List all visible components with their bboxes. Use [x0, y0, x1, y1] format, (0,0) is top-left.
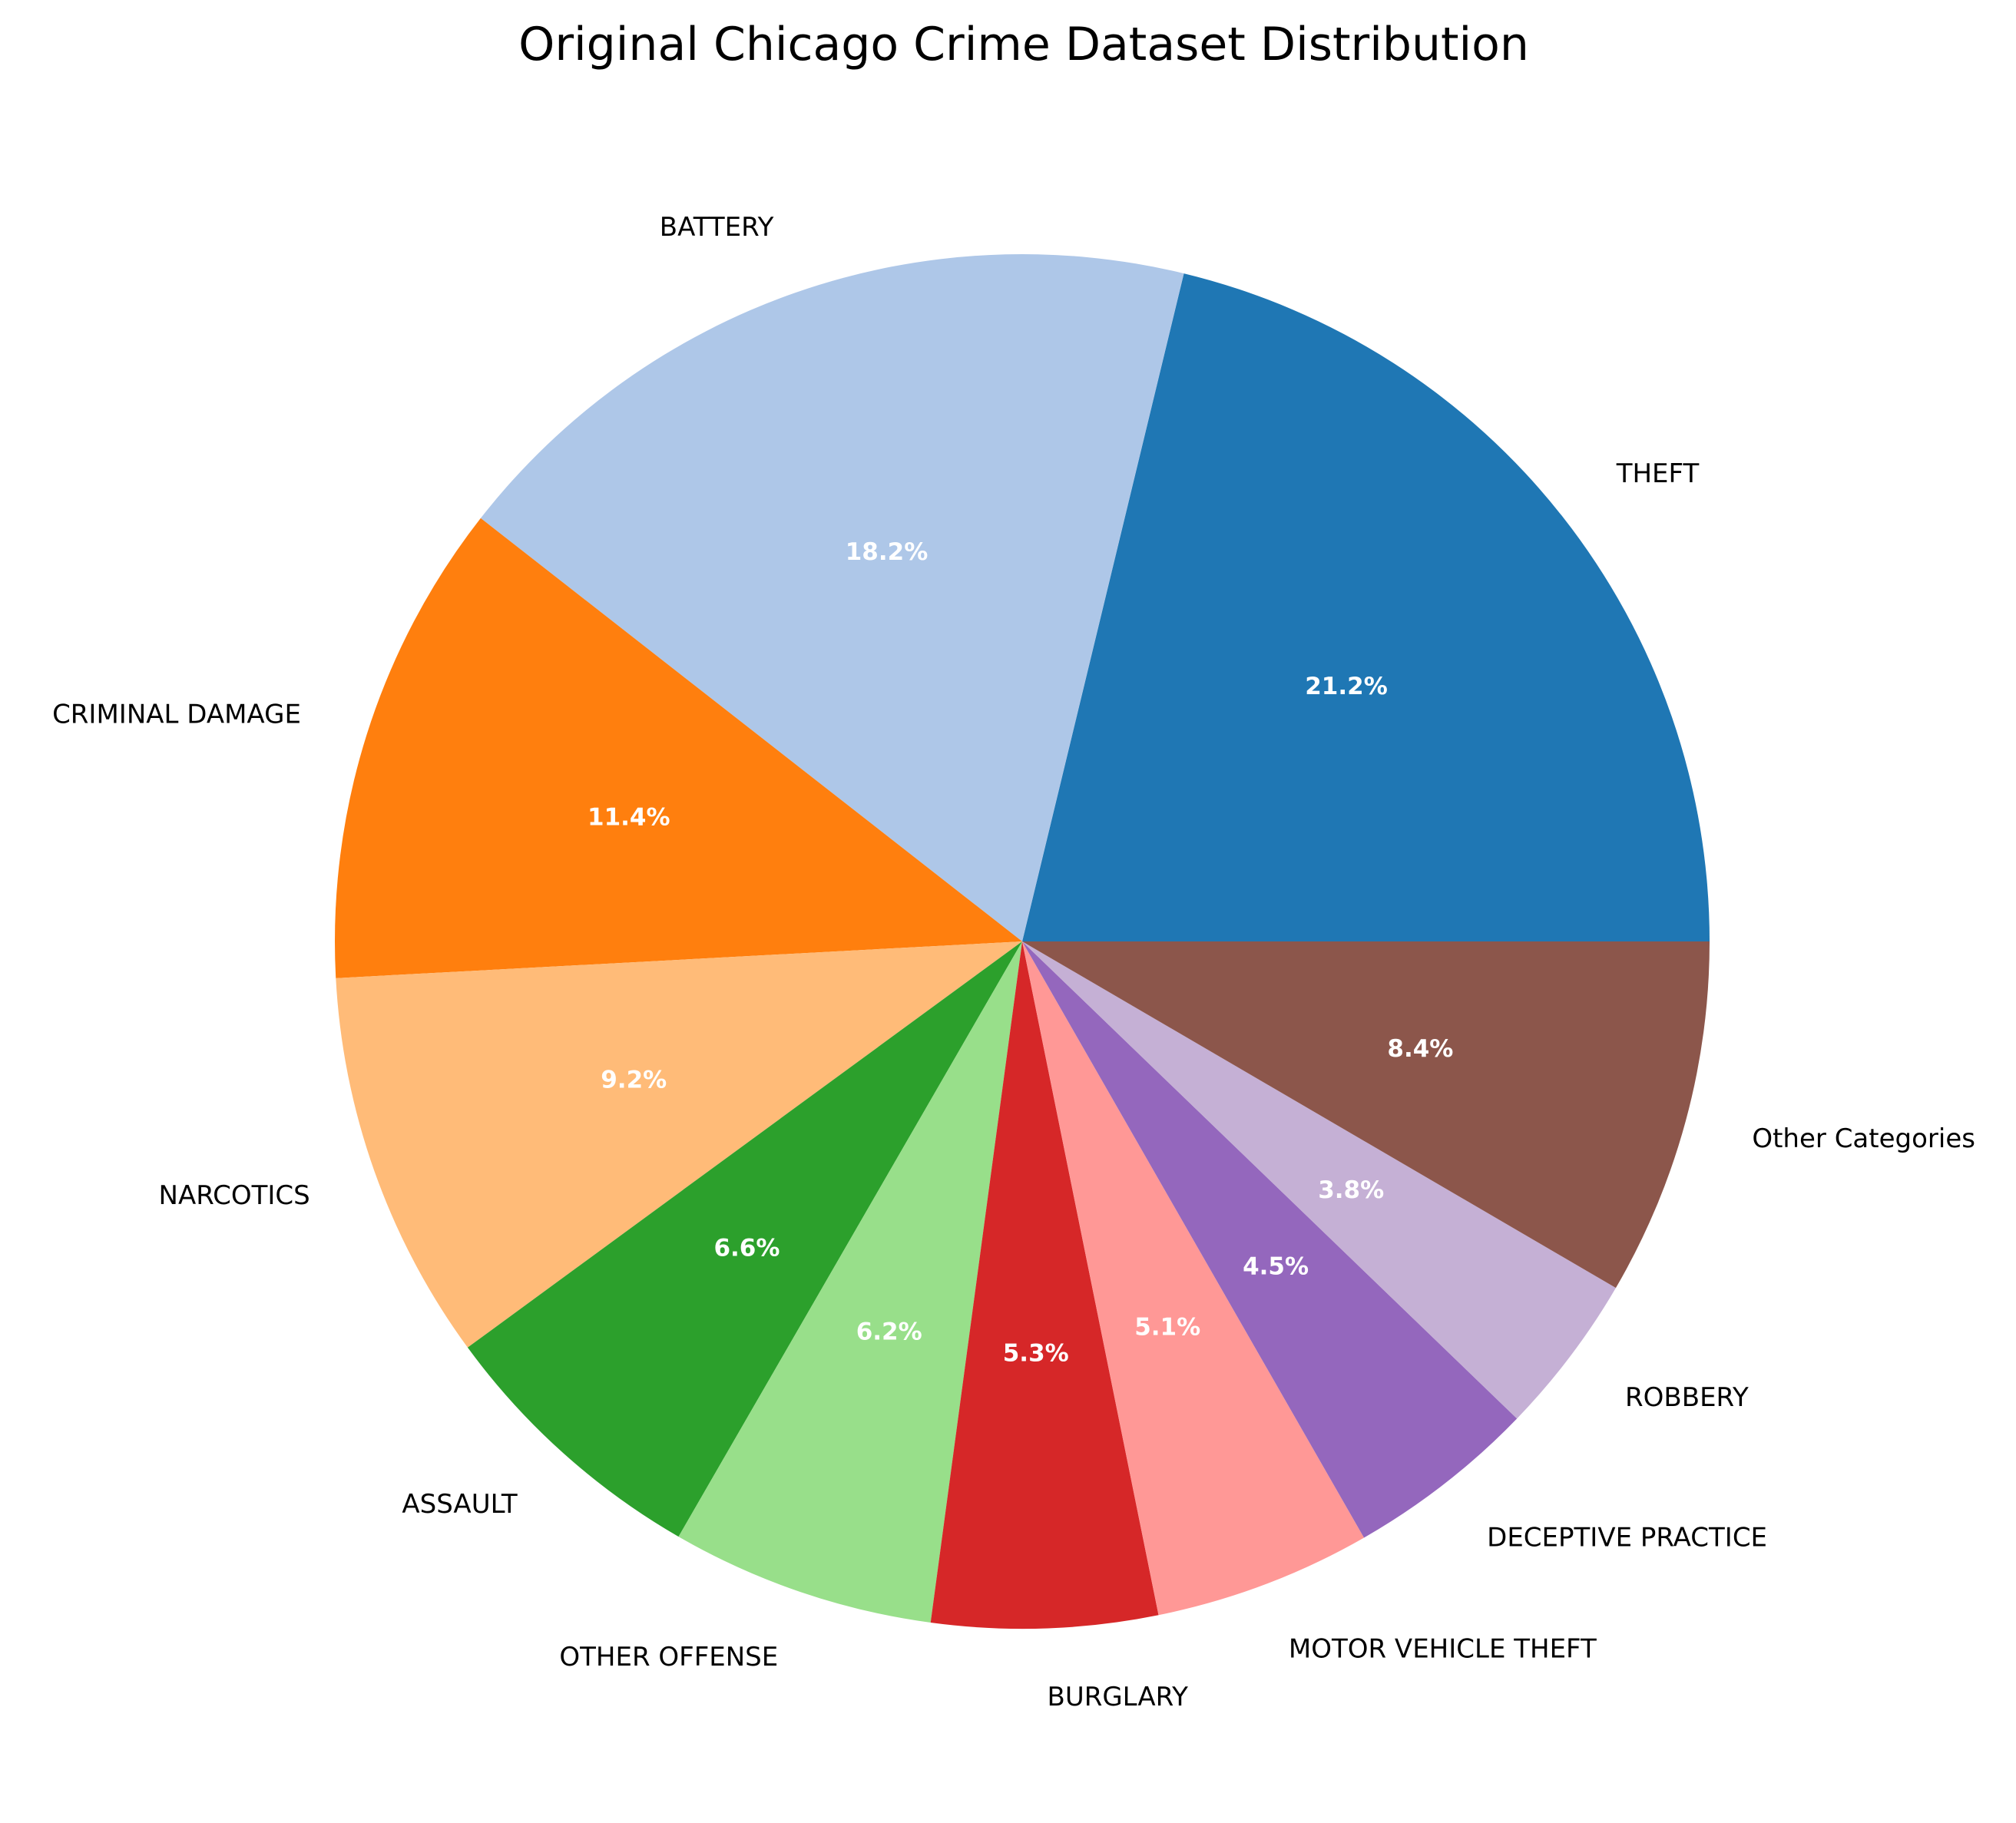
pct-label-motor-vehicle-theft: 5.1%: [1134, 1314, 1200, 1342]
percentage-labels: 21.2% 18.2% 11.4% 9.2% 6.6% 6.2% 5.3% 5.1% 4.5% 3…: [588, 538, 1453, 1368]
slice-narcotics: [336, 941, 1022, 1348]
pie-slices: [334, 254, 1710, 1629]
category-labels: THEFT BATTERY CRIMINAL DAMAGE NARCOTICS ASSA…: [52, 212, 1975, 1712]
pct-label-assault: 6.6%: [713, 1235, 780, 1262]
slice-other-categories: [1022, 941, 1710, 1289]
category-label-other-categories: Other Categories: [1752, 1123, 1975, 1154]
slice-burglary: [930, 941, 1159, 1629]
category-label-deceptive-practice: DECEPTIVE PRACTICE: [1487, 1523, 1767, 1553]
pct-label-burglary: 5.3%: [1003, 1340, 1069, 1368]
category-label-other-offense: OTHER OFFENSE: [559, 1642, 778, 1672]
category-label-battery: BATTERY: [660, 212, 774, 243]
slice-robbery: [1022, 941, 1616, 1419]
pct-label-other-categories: 8.4%: [1387, 1035, 1453, 1063]
pct-label-theft: 21.2%: [1305, 673, 1388, 700]
pct-label-criminal-damage: 11.4%: [588, 804, 670, 832]
chart-title: Original Chicago Crime Dataset Distribut…: [518, 18, 1529, 71]
category-label-burglary: BURGLARY: [1048, 1682, 1189, 1712]
pct-label-deceptive-practice: 4.5%: [1243, 1253, 1309, 1281]
slice-other-offense: [678, 941, 1022, 1623]
category-label-robbery: ROBBERY: [1625, 1382, 1749, 1413]
category-label-motor-vehicle-theft: MOTOR VEHICLE THEFT: [1289, 1633, 1597, 1664]
pct-label-robbery: 3.8%: [1318, 1176, 1384, 1204]
slice-motor-vehicle-theft: [1022, 941, 1365, 1616]
category-label-theft: THEFT: [1616, 458, 1700, 489]
slice-criminal-damage: [334, 518, 1022, 978]
category-label-assault: ASSAULT: [402, 1489, 517, 1520]
pct-label-narcotics: 9.2%: [601, 1066, 667, 1093]
category-label-narcotics: NARCOTICS: [159, 1180, 310, 1211]
slice-theft: [1022, 273, 1710, 941]
category-label-criminal-damage: CRIMINAL DAMAGE: [52, 699, 301, 730]
slice-battery: [480, 254, 1184, 941]
slice-assault: [467, 941, 1022, 1537]
slice-deceptive-practice: [1022, 941, 1518, 1538]
pct-label-other-offense: 6.2%: [856, 1318, 922, 1345]
pct-label-battery: 18.2%: [846, 538, 929, 566]
